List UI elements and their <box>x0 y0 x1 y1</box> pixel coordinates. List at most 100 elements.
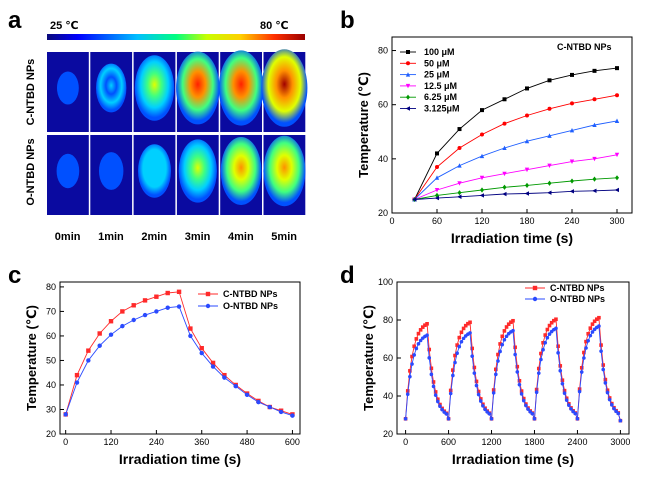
thermal-hotspot <box>261 49 308 127</box>
data-point <box>427 356 432 360</box>
data-point <box>511 328 515 333</box>
data-point <box>436 399 440 404</box>
y-tick-label: 60 <box>46 331 56 341</box>
thermal-hotspot <box>176 51 220 125</box>
data-point <box>429 372 434 377</box>
data-point <box>594 317 599 321</box>
data-point <box>592 122 597 127</box>
data-point <box>463 323 468 328</box>
data-point <box>515 370 520 374</box>
data-point <box>592 188 597 193</box>
data-point <box>405 392 410 397</box>
y-tick-label: 40 <box>378 154 388 164</box>
panel-a-thermal-images: 25 ℃ 80 ℃ C-NTBD NPs O-NTBD NPs 0min 1min… <box>25 20 308 243</box>
data-point <box>554 326 558 331</box>
y-axis-title: Temperature (℃) <box>356 72 371 178</box>
data-point <box>453 360 457 365</box>
data-point <box>480 187 484 193</box>
data-point <box>434 195 439 201</box>
data-point <box>165 305 170 310</box>
data-point <box>120 323 125 329</box>
data-point <box>599 343 603 347</box>
data-point <box>496 359 500 363</box>
data-point <box>222 372 227 378</box>
data-point <box>504 325 509 329</box>
data-point <box>480 132 484 137</box>
data-point <box>560 378 565 382</box>
data-point <box>498 349 502 354</box>
data-point <box>74 380 80 385</box>
data-point <box>418 328 423 332</box>
x-tick-label: 360 <box>194 437 209 447</box>
data-point <box>459 339 464 344</box>
data-point <box>582 350 586 355</box>
y-tick-label: 40 <box>46 380 56 390</box>
x-tick-label: 480 <box>240 437 255 447</box>
data-point <box>496 352 500 357</box>
data-point <box>524 138 530 144</box>
data-point <box>615 66 619 71</box>
legend-label: O-NTBD NPs <box>223 301 278 311</box>
data-point <box>459 330 464 335</box>
data-point <box>457 335 462 340</box>
colorbar <box>47 34 305 40</box>
data-point <box>466 321 470 326</box>
data-point <box>612 406 616 411</box>
x-tick-label: 300 <box>609 216 624 226</box>
data-point <box>448 391 453 396</box>
x-tick-label: 3000 <box>610 437 630 447</box>
data-point <box>431 384 436 389</box>
legend-title: C-NTBD NPs <box>557 42 612 52</box>
y-tick-label: 60 <box>383 353 393 363</box>
legend-swatch-marker <box>205 303 211 309</box>
data-point <box>142 312 148 318</box>
data-point <box>500 334 505 339</box>
data-point <box>120 309 125 314</box>
legend-swatch-marker <box>405 83 411 89</box>
data-point <box>547 332 552 336</box>
data-point <box>513 345 517 350</box>
data-point <box>154 294 159 299</box>
legend-label: 3.125μM <box>424 104 460 114</box>
series-line <box>414 177 618 200</box>
thermal-hotspot <box>98 152 124 190</box>
legend-label: 25 μM <box>424 70 450 80</box>
data-point <box>478 399 483 403</box>
data-point <box>86 348 91 353</box>
data-point <box>614 152 620 158</box>
data-point <box>457 127 462 132</box>
data-point <box>435 164 439 169</box>
y-tick-label: 30 <box>46 404 56 414</box>
data-point <box>479 175 485 181</box>
y-tick-label: 80 <box>378 46 388 56</box>
data-point <box>592 156 597 162</box>
data-point <box>521 396 526 401</box>
data-point <box>154 309 159 314</box>
legend-label: 50 μM <box>424 58 450 68</box>
data-point <box>97 331 102 336</box>
data-point <box>63 412 68 417</box>
data-point <box>577 389 582 394</box>
data-point <box>176 304 182 309</box>
x-tick-label: 120 <box>104 437 119 447</box>
time-label: 2min <box>141 231 167 243</box>
data-point <box>457 146 462 151</box>
thermal-hotspot <box>263 135 306 207</box>
data-point <box>457 344 462 349</box>
data-point <box>543 333 548 337</box>
data-point <box>590 322 595 326</box>
data-point <box>539 351 543 356</box>
data-point <box>541 347 545 352</box>
data-point <box>556 351 560 355</box>
data-point <box>547 78 552 83</box>
data-point <box>582 356 586 360</box>
data-point <box>408 369 412 373</box>
data-point <box>519 389 524 393</box>
data-point <box>481 404 485 408</box>
data-point <box>567 403 571 408</box>
data-point <box>564 396 569 401</box>
legend-label: 12.5 μM <box>424 81 457 91</box>
data-point <box>541 340 545 345</box>
data-point <box>420 325 425 329</box>
legend-swatch-marker <box>406 50 410 54</box>
